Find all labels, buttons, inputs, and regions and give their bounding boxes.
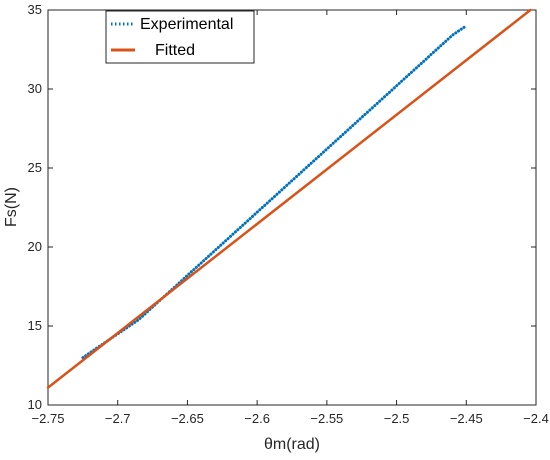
x-tick-label: −2.5 — [384, 411, 410, 426]
x-axis-label: θm(rad) — [264, 436, 320, 453]
y-axis-label: Fs(N) — [3, 187, 20, 227]
x-tick-label: −2.6 — [244, 411, 270, 426]
x-tick-label: −2.65 — [171, 411, 204, 426]
x-tick-label: −2.75 — [32, 411, 65, 426]
legend-box — [105, 10, 255, 64]
y-tick-label: 35 — [28, 2, 42, 17]
series-layer — [46, 8, 532, 389]
legend: Experimental Fitted — [105, 10, 255, 64]
y-tick-label: 10 — [28, 397, 42, 412]
y-tick-label: 30 — [28, 81, 42, 96]
legend-label-fitted: Fitted — [155, 42, 195, 59]
series-fitted — [46, 8, 532, 389]
x-tick-label: −2.55 — [310, 411, 343, 426]
x-axis-ticks: −2.75 −2.7 −2.65 −2.6 −2.55 −2.5 −2.45 −2.4 — [32, 10, 549, 426]
y-axis-ticks: 10 15 20 25 30 35 — [28, 2, 536, 412]
legend-label-experimental: Experimental — [140, 16, 233, 33]
y-tick-label: 15 — [28, 318, 42, 333]
x-tick-label: −2.7 — [105, 411, 131, 426]
y-tick-label: 25 — [28, 160, 42, 175]
plot-area — [47, 9, 537, 406]
x-tick-label: −2.45 — [450, 411, 483, 426]
y-tick-label: 20 — [28, 239, 42, 254]
series-experimental — [81, 24, 468, 360]
x-tick-label: −2.4 — [523, 411, 549, 426]
